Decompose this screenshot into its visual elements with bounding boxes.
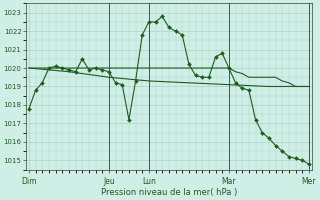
X-axis label: Pression niveau de la mer( hPa ): Pression niveau de la mer( hPa )	[101, 188, 237, 197]
